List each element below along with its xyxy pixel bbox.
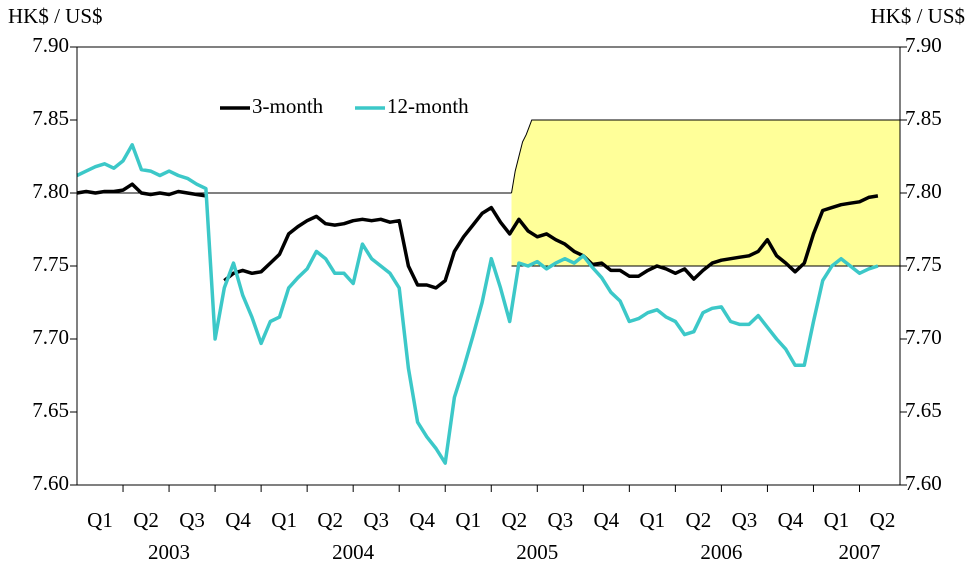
quarter-label: Q4: [409, 508, 435, 532]
y-tick-label-right: 7.70: [905, 325, 942, 349]
year-label: 2003: [148, 540, 190, 564]
y-tick-label-left: 7.85: [32, 106, 69, 130]
y-tick-label-left: 7.75: [32, 252, 69, 276]
y-tick-label-left: 7.90: [32, 33, 69, 57]
quarter-label: Q1: [87, 508, 113, 532]
y-tick-label-right: 7.60: [905, 471, 942, 495]
series-line: [76, 143, 879, 465]
quarter-label: Q2: [317, 508, 343, 532]
quarter-label: Q2: [133, 508, 159, 532]
y-tick-label-right: 7.75: [905, 252, 942, 276]
y-axis-label-left: HK$ / US$: [8, 4, 103, 28]
quarter-label: Q3: [547, 508, 573, 532]
quarter-label: Q2: [686, 508, 712, 532]
series-line: [76, 182, 879, 290]
quarter-label: Q3: [179, 508, 205, 532]
quarter-label: Q1: [640, 508, 666, 532]
year-label: 2005: [516, 540, 558, 564]
quarter-label: Q1: [455, 508, 481, 532]
convertibility-zone: [511, 120, 900, 266]
y-tick-label-left: 7.80: [32, 179, 69, 203]
quarter-label: Q1: [824, 508, 850, 532]
quarter-label: Q4: [593, 508, 619, 532]
legend-label: 3-month: [252, 94, 324, 118]
band-upper-edge: [511, 119, 900, 194]
y-tick-label-right: 7.65: [905, 398, 942, 422]
quarter-label: Q4: [225, 508, 251, 532]
quarter-label: Q2: [501, 508, 527, 532]
plot-frame: [76, 46, 901, 486]
y-tick-label-right: 7.80: [905, 179, 942, 203]
quarter-label: Q4: [778, 508, 804, 532]
quarter-label: Q3: [363, 508, 389, 532]
y-tick-label-left: 7.70: [32, 325, 69, 349]
legend-label: 12-month: [387, 94, 469, 118]
quarter-label: Q3: [732, 508, 758, 532]
year-label: 2004: [332, 540, 375, 564]
y-tick-label-right: 7.90: [905, 33, 942, 57]
quarter-label: Q2: [870, 508, 896, 532]
quarter-label: Q1: [271, 508, 297, 532]
y-tick-label-left: 7.65: [32, 398, 69, 422]
y-tick-label-left: 7.60: [32, 471, 69, 495]
y-tick-label-right: 7.85: [905, 106, 942, 130]
year-label: 2007: [838, 540, 880, 564]
y-axis-label-right: HK$ / US$: [870, 4, 965, 28]
year-label: 2006: [700, 540, 742, 564]
